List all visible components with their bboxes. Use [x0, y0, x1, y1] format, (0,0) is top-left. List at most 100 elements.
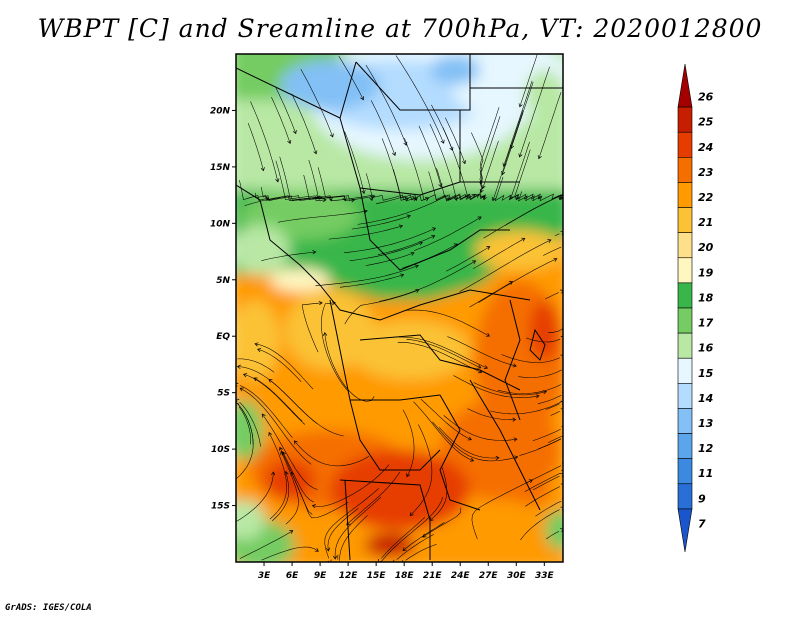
streamline	[237, 366, 318, 424]
colorbar-label: 22	[698, 191, 714, 204]
colorbar-swatch	[677, 182, 693, 208]
streamline	[344, 131, 365, 194]
lon-label: 27E	[479, 571, 499, 581]
country-borders	[236, 54, 563, 561]
wbpt-shading	[236, 54, 563, 562]
colorbar-swatch	[677, 357, 693, 384]
lon-label: 3E	[258, 571, 271, 581]
streamline	[339, 274, 404, 288]
streamline	[346, 471, 401, 525]
streamline	[253, 377, 303, 422]
streamline	[436, 168, 479, 201]
streamline	[554, 233, 560, 236]
lon-label: 21E	[423, 571, 443, 581]
colorbar-swatch	[677, 232, 693, 259]
streamline-arrow	[363, 209, 368, 214]
streamline-arrow	[485, 332, 490, 337]
streamline	[254, 192, 323, 202]
streamline	[404, 309, 490, 337]
streamline	[453, 375, 540, 398]
streamline-arrow	[406, 214, 411, 219]
streamline	[445, 117, 466, 164]
streamline-arrow	[482, 196, 487, 201]
streamline	[532, 475, 560, 491]
streamline	[381, 138, 417, 201]
colorbar-label: 16	[698, 342, 714, 355]
streamline	[519, 54, 538, 107]
streamline-arrow	[318, 300, 323, 306]
colorbar-label: 12	[698, 442, 714, 455]
streamline	[519, 438, 562, 456]
streamline	[370, 100, 396, 156]
streamline-arrow	[329, 133, 334, 138]
streamline-arrow	[453, 196, 458, 201]
streamline	[467, 408, 516, 420]
colorbar-label: 26	[698, 91, 714, 104]
streamline	[328, 225, 403, 240]
streamline	[480, 116, 501, 193]
lon-label: 33E	[535, 571, 555, 581]
streamline	[538, 92, 562, 159]
lon-label: 30E	[507, 571, 527, 581]
streamline-arrow	[438, 183, 443, 188]
streamline-arrow	[513, 437, 518, 442]
streamline	[277, 210, 368, 223]
streamline-arrow	[486, 246, 491, 250]
map-frame	[235, 53, 564, 563]
streamline	[545, 292, 559, 300]
streamline-arrow	[553, 257, 558, 262]
streamline-arrow	[471, 193, 476, 198]
streamline-arrow	[280, 450, 285, 456]
streamline	[327, 508, 359, 551]
streamline-arrow	[293, 440, 298, 445]
streamline	[291, 93, 317, 154]
streamline	[365, 64, 407, 146]
colorbar-swatch	[677, 131, 693, 158]
lon-label: 15E	[367, 571, 387, 581]
streamline	[239, 385, 293, 438]
streamline	[413, 401, 474, 462]
streamline	[395, 55, 444, 144]
colorbar: 26 25 24 23 22 21 20 19 18 17 16 15 14 13 12 11 9 7	[677, 63, 714, 553]
lat-label: 10S	[211, 445, 230, 455]
streamline-arrow	[242, 373, 248, 378]
colorbar-label: 15	[698, 367, 714, 380]
streamline	[548, 328, 563, 333]
streamline	[406, 339, 481, 369]
streamline-arrow	[287, 139, 292, 145]
streamline	[472, 238, 525, 270]
streamline-arrow	[560, 483, 563, 488]
lon-label: 12E	[339, 571, 359, 581]
streamline-arrow	[502, 162, 507, 167]
streamline-arrow	[414, 264, 419, 269]
streamline	[469, 281, 513, 308]
streamline-arrow	[483, 365, 489, 369]
streamline-arrow	[369, 196, 374, 202]
streamline	[420, 398, 472, 440]
streamline-arrow	[431, 234, 436, 239]
streamline-arrow	[431, 227, 437, 232]
streamline	[236, 472, 274, 522]
colorbar-swatch	[677, 483, 693, 510]
streamline-arrow	[253, 377, 258, 382]
streamline-arrow	[559, 528, 563, 533]
lat-label: 20N	[210, 106, 231, 116]
streamline-arrow	[422, 533, 427, 538]
streamline	[543, 246, 562, 256]
streamline-arrow	[412, 197, 417, 202]
streamline	[418, 125, 442, 187]
streamline-arrow	[292, 130, 297, 135]
colorbar-label: 17	[698, 317, 714, 330]
streamline	[497, 384, 562, 394]
colorbar-swatch	[677, 207, 693, 233]
streamline-arrow	[467, 436, 472, 441]
colorbar-arrow-bottom	[677, 508, 693, 553]
streamline	[377, 235, 435, 255]
streamline	[280, 451, 299, 525]
streamline	[447, 336, 517, 367]
colorbar-label: 24	[698, 141, 713, 154]
streamline	[239, 387, 312, 465]
streamline	[478, 258, 557, 303]
streamline	[294, 440, 370, 467]
streamline-arrow	[537, 195, 542, 200]
